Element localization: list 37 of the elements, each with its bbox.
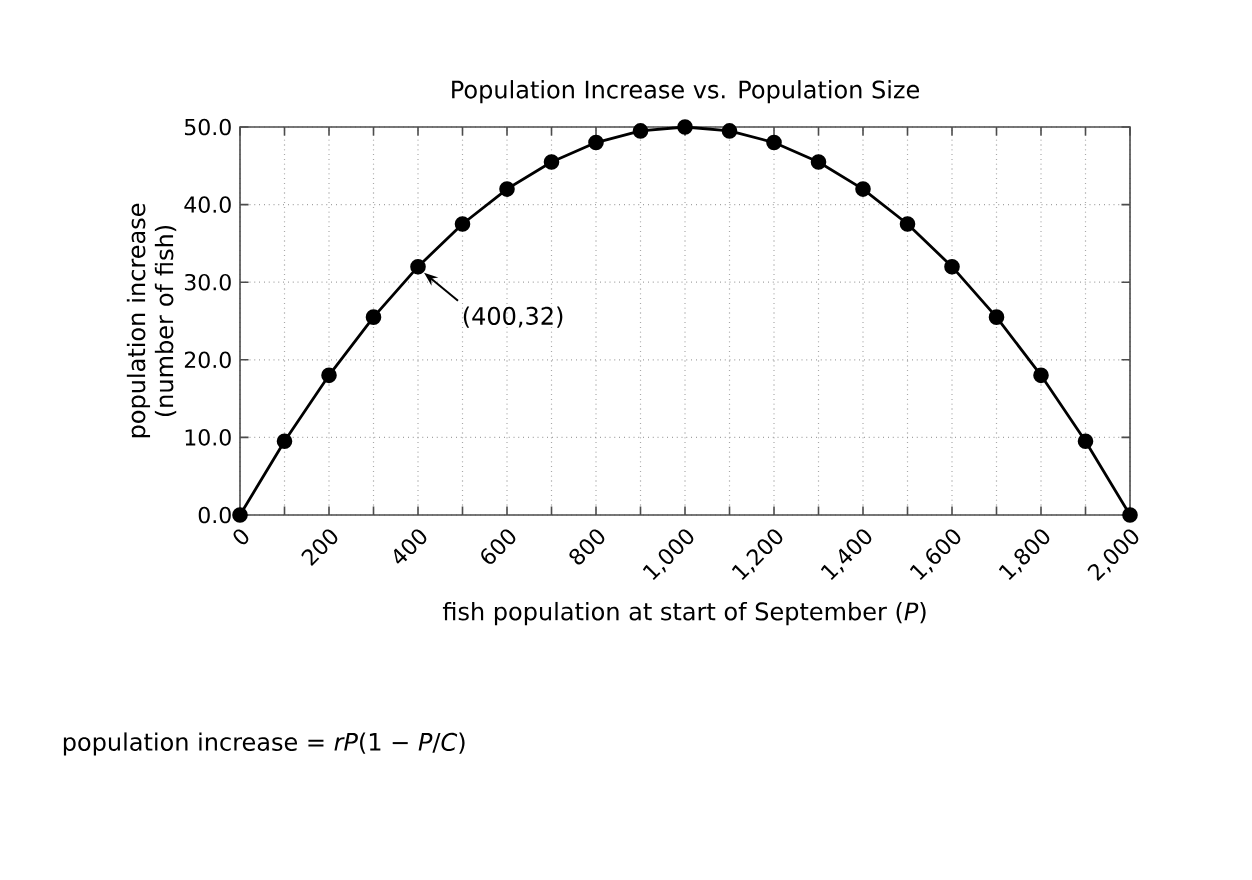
point [365, 309, 382, 325]
x-tick-label: 0 [233, 529, 249, 545]
point [855, 181, 871, 197]
y-tick-label: 40.0 [184, 196, 231, 213]
point [766, 134, 782, 151]
y-tick-label: 30.0 [184, 273, 231, 291]
point [1033, 367, 1049, 384]
point [1122, 507, 1138, 523]
point [321, 367, 337, 384]
point [899, 216, 916, 232]
y-tick-label: 20.0 [184, 351, 231, 369]
point [988, 309, 1005, 325]
y-tick-label: 0.0 [198, 506, 231, 524]
point [276, 433, 293, 450]
point [454, 216, 471, 232]
point [810, 154, 827, 170]
point [1077, 433, 1094, 450]
x-tick-label: 800 [569, 529, 605, 565]
y-axis-title: population increase (number of fish) [126, 203, 177, 438]
annotation: (400,32) [463, 306, 563, 328]
point [543, 154, 560, 170]
point [944, 258, 960, 275]
x-tick-label: 400 [394, 529, 427, 564]
point [721, 123, 738, 139]
point [232, 507, 248, 523]
y-tick-label: 50.0 [184, 118, 231, 136]
x-tick-label: 600 [481, 529, 516, 564]
text: population increase = rP(1 − P/C) [63, 732, 465, 756]
point [410, 258, 426, 275]
point [632, 123, 649, 139]
y-tick-label: 10.0 [185, 429, 231, 446]
point [677, 119, 693, 135]
chart-title: Population Increase vs. Population Size [452, 80, 920, 104]
point [499, 181, 515, 197]
point [588, 134, 604, 151]
x-tick-label: 200 [301, 529, 338, 567]
x-axis-title: fish population at start of September (P) [442, 601, 926, 626]
